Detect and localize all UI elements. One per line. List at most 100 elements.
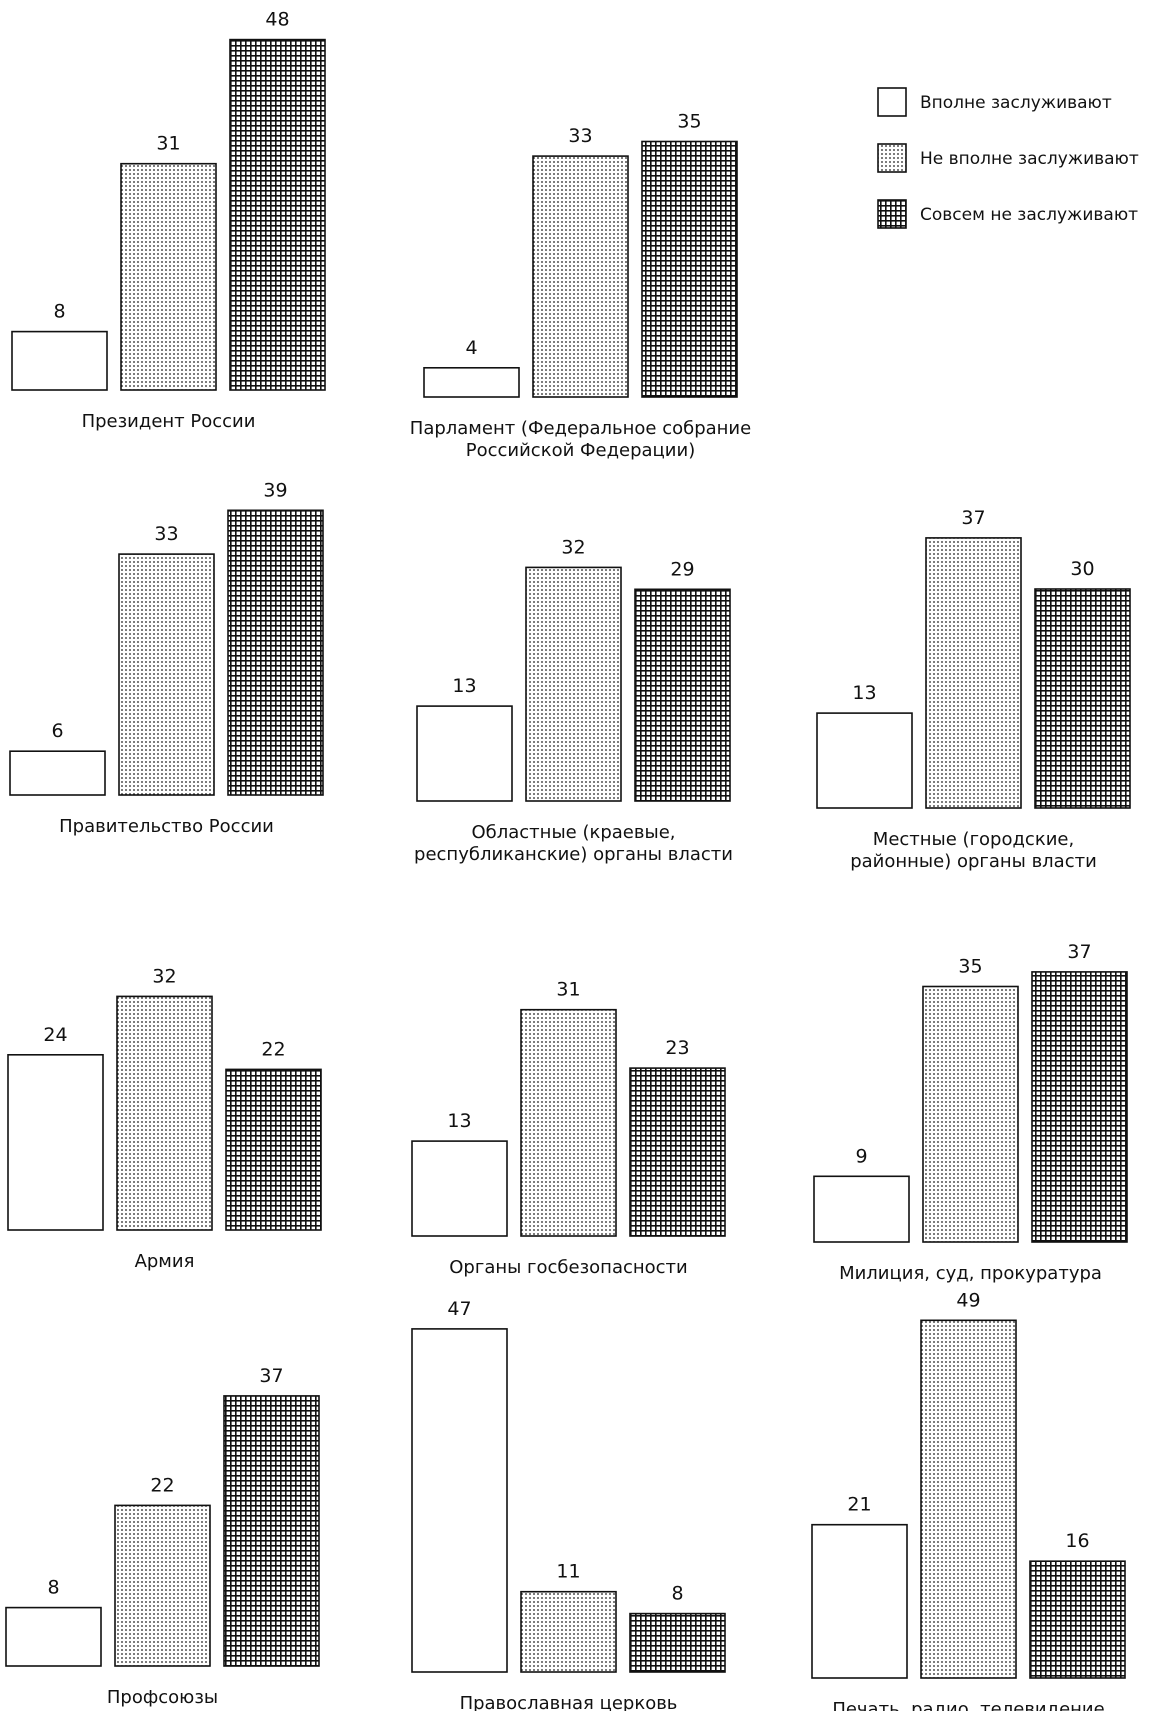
- value-label: 6: [51, 720, 63, 742]
- panel-9: 8 22 37 Профсоюзы: [5, 1365, 320, 1708]
- value-label: 31: [156, 133, 180, 155]
- bar-panel-11-series-2: [920, 1319, 1017, 1679]
- value-label: 16: [1065, 1530, 1089, 1552]
- panel-1: 8 31 48 Президент России: [11, 9, 326, 432]
- panel-4: 13 32 29 Областные (краевые,республиканские…: [414, 536, 733, 865]
- panel-title: Местные (городские,: [873, 829, 1074, 850]
- bar-panel-6-series-2: [116, 995, 213, 1231]
- panel-7: 13 31 23 Органы госбезопасности: [411, 979, 726, 1278]
- panel-8: 9 35 37 Милиция, суд, прокуратура: [813, 941, 1128, 1284]
- value-label: 23: [665, 1037, 689, 1059]
- panel-title: Органы госбезопасности: [449, 1257, 687, 1278]
- value-label: 13: [852, 682, 876, 704]
- bar-panel-8-series-1: [813, 1175, 910, 1243]
- bar-panel-3-series-1: [9, 750, 106, 796]
- value-label: 4: [465, 337, 477, 359]
- panel-title: Армия: [135, 1251, 195, 1272]
- value-label: 22: [261, 1038, 285, 1060]
- legend-item: Не вполне заслуживают: [877, 143, 1139, 173]
- value-label: 37: [1067, 941, 1091, 963]
- bar-panel-5-series-1: [816, 712, 913, 809]
- value-label: 33: [568, 125, 592, 147]
- bar-panel-8-series-3: [1031, 971, 1128, 1243]
- panels-layer: 8 31 48 Президент России 4 33 35 Парламент (Фед…: [5, 9, 1131, 1711]
- value-label: 39: [263, 479, 287, 501]
- panel-11: 21 49 16 Печать, радио, телевидение: [811, 1289, 1126, 1711]
- legend-label: Совсем не заслуживают: [920, 205, 1138, 225]
- panel-2: 4 33 35 Парламент (Федеральное собраниеРосс…: [410, 111, 751, 462]
- bar-panel-2-series-1: [423, 366, 520, 398]
- bar-panel-8-series-2: [922, 985, 1019, 1243]
- legend-swatch: [877, 87, 907, 117]
- value-label: 22: [150, 1474, 174, 1496]
- bar-panel-7-series-3: [629, 1067, 726, 1237]
- value-label: 35: [958, 956, 982, 978]
- value-label: 21: [847, 1494, 871, 1516]
- bar-panel-4-series-2: [525, 566, 622, 802]
- bar-panel-2-series-3: [641, 140, 738, 398]
- value-label: 29: [670, 558, 694, 580]
- value-label: 48: [265, 9, 289, 31]
- panel-5: 13 37 30 Местные (городские,районные) орган…: [816, 507, 1131, 872]
- bar-panel-1-series-1: [11, 330, 108, 391]
- value-label: 13: [452, 675, 476, 697]
- panel-title: Милиция, суд, прокуратура: [839, 1263, 1102, 1284]
- legend-label: Не вполне заслуживают: [920, 149, 1139, 169]
- bar-panel-10-series-2: [520, 1590, 617, 1673]
- value-label: 47: [447, 1298, 471, 1320]
- bar-panel-6-series-1: [7, 1054, 104, 1231]
- value-label: 37: [961, 507, 985, 529]
- value-label: 33: [154, 523, 178, 545]
- panel-title: Областные (краевые,: [471, 822, 675, 843]
- value-label: 24: [43, 1024, 67, 1046]
- value-label: 11: [556, 1561, 580, 1583]
- bar-panel-10-series-3: [629, 1612, 726, 1673]
- bar-panel-3-series-2: [118, 553, 215, 796]
- legend-swatch: [877, 199, 907, 229]
- bar-panel-9-series-1: [5, 1606, 102, 1667]
- bar-panel-7-series-1: [411, 1140, 508, 1237]
- bar-panel-11-series-1: [811, 1523, 908, 1679]
- value-label: 8: [53, 301, 65, 323]
- panel-title: Профсоюзы: [107, 1687, 218, 1708]
- bar-panel-7-series-2: [520, 1008, 617, 1237]
- legend-swatch: [877, 143, 907, 173]
- panel-3: 6 33 39 Правительство России: [9, 479, 324, 837]
- bar-panel-2-series-2: [532, 155, 629, 398]
- panel-title: республиканские) органы власти: [414, 844, 733, 865]
- panel-10: 47 11 8 Православная церковь: [411, 1298, 726, 1711]
- value-label: 8: [47, 1577, 59, 1599]
- value-label: 13: [447, 1110, 471, 1132]
- panel-title: Президент России: [82, 411, 256, 432]
- legend-label: Вполне заслуживают: [920, 93, 1112, 113]
- bar-panel-5-series-3: [1034, 588, 1131, 809]
- bar-panel-3-series-3: [227, 509, 324, 796]
- bar-panel-9-series-2: [114, 1504, 211, 1667]
- value-label: 30: [1070, 558, 1094, 580]
- bar-panel-1-series-3: [229, 38, 326, 391]
- bar-panel-9-series-3: [223, 1395, 320, 1667]
- panel-title: Парламент (Федеральное собрание: [410, 418, 751, 439]
- bar-panel-6-series-3: [225, 1068, 322, 1231]
- value-label: 31: [556, 979, 580, 1001]
- panel-title: Печать, радио, телевидение: [832, 1699, 1104, 1711]
- bar-panel-4-series-3: [634, 588, 731, 802]
- legend-item: Вполне заслуживают: [877, 87, 1112, 117]
- panel-title: Российской Федерации): [466, 440, 695, 461]
- panel-6: 24 32 22 Армия: [7, 965, 322, 1272]
- value-label: 37: [259, 1365, 283, 1387]
- value-label: 8: [671, 1583, 683, 1605]
- value-label: 32: [561, 536, 585, 558]
- legend-item: Совсем не заслуживают: [877, 199, 1138, 229]
- panel-title: Правительство России: [59, 816, 274, 837]
- bar-panel-5-series-2: [925, 537, 1022, 809]
- panel-title: районные) органы власти: [850, 851, 1097, 872]
- value-label: 35: [677, 111, 701, 133]
- value-label: 32: [152, 965, 176, 987]
- value-label: 49: [956, 1289, 980, 1311]
- bar-panel-10-series-1: [411, 1328, 508, 1673]
- bar-panel-1-series-2: [120, 162, 217, 391]
- legend: Вполне заслуживают Не вполне заслуживают С…: [877, 87, 1139, 229]
- panel-title: Православная церковь: [460, 1693, 678, 1711]
